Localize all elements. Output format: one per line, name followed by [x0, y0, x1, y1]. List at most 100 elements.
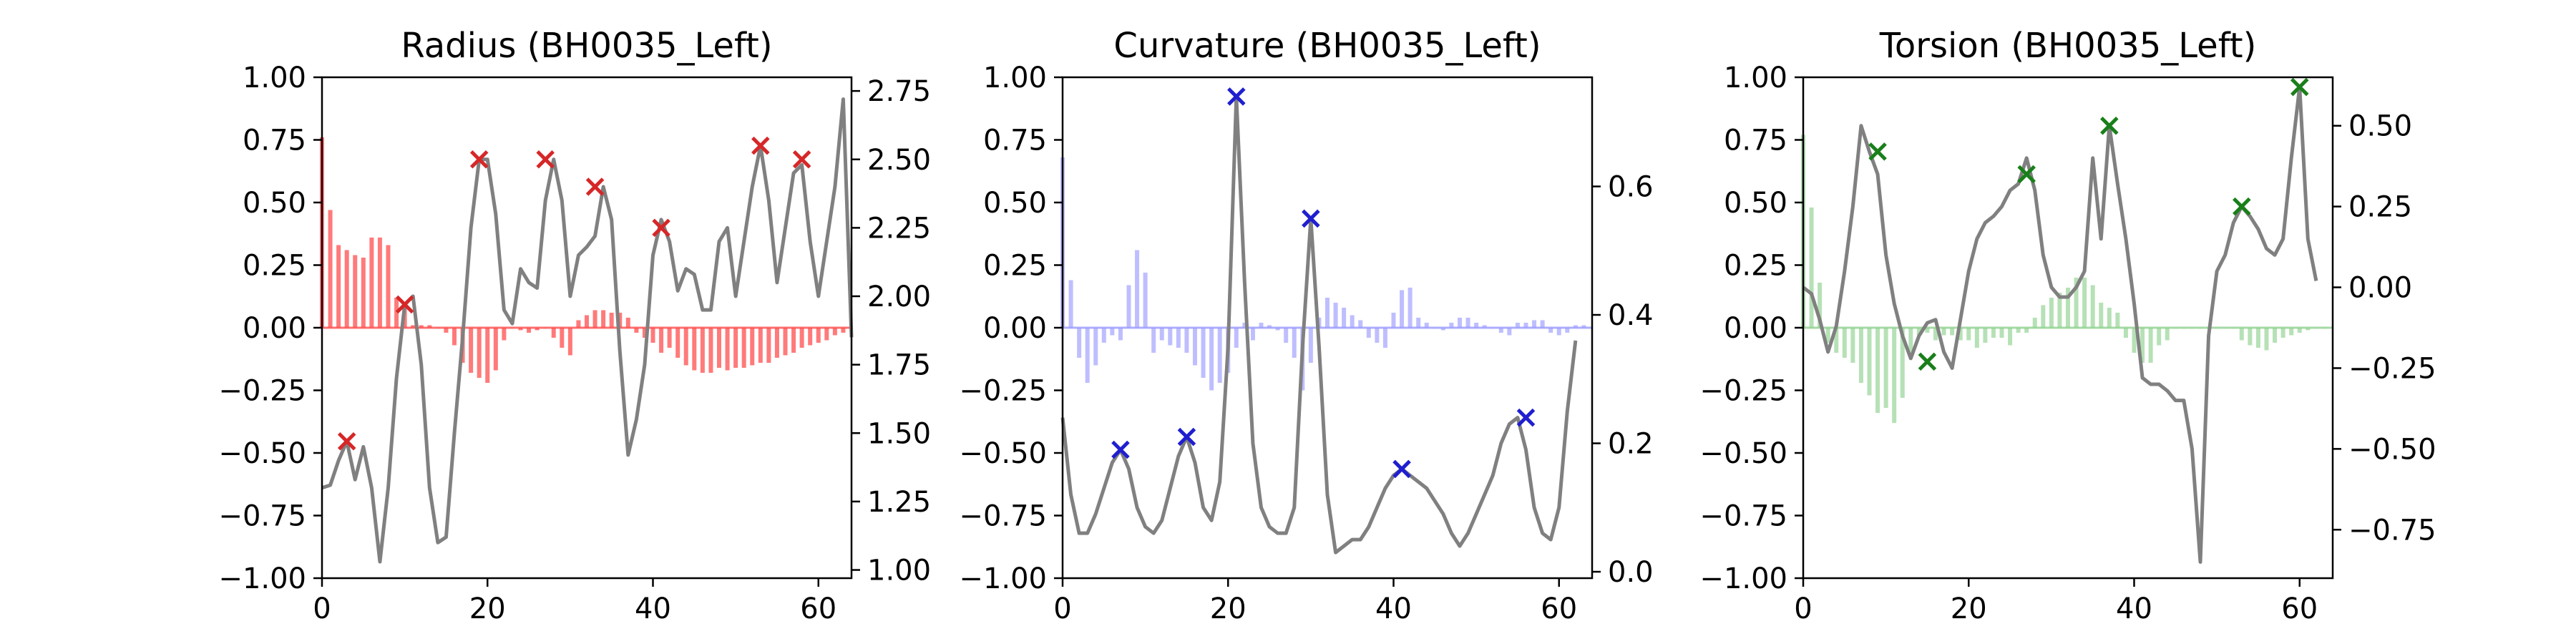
bar — [353, 255, 358, 328]
y-tick-label: −1.00 — [218, 562, 306, 595]
peak-marker — [1516, 408, 1536, 427]
y-tick-label: 0.50 — [983, 187, 1047, 220]
bar — [584, 315, 589, 328]
y-tick-label: −0.75 — [218, 500, 306, 533]
x-tick-label: 40 — [635, 592, 671, 625]
marker-stroke — [2100, 116, 2119, 135]
bar — [725, 328, 730, 371]
bar — [1532, 320, 1537, 328]
bar — [1867, 328, 1872, 396]
bar — [1184, 328, 1189, 353]
bar — [1991, 328, 1996, 338]
bar — [1400, 290, 1405, 328]
bar — [618, 313, 623, 328]
marker-stroke — [585, 177, 605, 196]
bar — [1101, 328, 1106, 343]
y-tick-label: 0.75 — [243, 125, 306, 157]
bar — [2297, 328, 2302, 333]
marker-stroke — [469, 150, 489, 169]
bar — [1892, 328, 1897, 423]
bar — [567, 328, 572, 356]
marker-stroke — [2017, 165, 2036, 184]
bar — [1842, 328, 1847, 358]
bar — [1234, 328, 1239, 348]
peak-marker — [1227, 87, 1246, 106]
chart-panel-1: −1.00−0.75−0.50−0.250.000.250.500.751.00… — [959, 26, 1653, 625]
peak-marker — [1111, 440, 1130, 459]
bar — [642, 328, 647, 338]
bar — [2057, 293, 2062, 328]
bar — [609, 313, 614, 328]
bar — [1416, 318, 1421, 328]
x-tick-label: 60 — [800, 592, 836, 625]
peak-marker — [536, 150, 555, 169]
bar — [1858, 328, 1863, 383]
bar — [1457, 318, 1462, 328]
bar — [2065, 288, 2070, 328]
bar — [1118, 328, 1123, 341]
bar — [1424, 323, 1429, 328]
bar — [716, 328, 721, 368]
marker-stroke — [1918, 352, 1937, 371]
bar — [1465, 318, 1470, 328]
x-tick-label: 0 — [1053, 592, 1071, 625]
y-tick-label: 0.25 — [983, 250, 1047, 283]
y-tick-label: −0.75 — [1699, 500, 1787, 533]
bar — [2255, 328, 2260, 348]
bar — [369, 238, 374, 328]
peak-marker — [337, 431, 356, 451]
bar — [1284, 328, 1289, 343]
bar — [634, 328, 639, 333]
bar — [758, 328, 763, 363]
marker-stroke — [652, 218, 670, 238]
y-tick-label: −0.50 — [1699, 437, 1787, 470]
y2-tick-label: 1.25 — [867, 486, 931, 519]
bar — [1407, 288, 1413, 328]
peak-marker — [792, 150, 811, 169]
bar — [601, 310, 606, 328]
bar — [2248, 328, 2253, 346]
bar — [2165, 328, 2170, 341]
bar — [1883, 328, 1888, 408]
chart-title: Radius (BH0035_Left) — [401, 26, 772, 66]
peak-marker — [1302, 209, 1320, 228]
bar — [2273, 328, 2278, 343]
peak-marker — [2233, 197, 2251, 216]
bar — [1093, 328, 1098, 366]
x-tick-label: 60 — [2281, 592, 2318, 625]
y2-tick-label: 0.25 — [2348, 191, 2412, 224]
y2-tick-label: 0.50 — [2348, 110, 2412, 143]
bar — [2099, 303, 2104, 328]
bar — [361, 258, 366, 328]
bar — [2123, 328, 2128, 338]
y-tick-label: 1.00 — [983, 62, 1047, 94]
bar — [683, 328, 688, 366]
marker-stroke — [2233, 197, 2251, 216]
bar — [493, 328, 498, 371]
bar — [394, 298, 399, 328]
bar — [1151, 328, 1156, 353]
y-tick-label: 0.25 — [243, 250, 306, 283]
bar — [1375, 328, 1380, 343]
x-tick-label: 20 — [469, 592, 506, 625]
marker-stroke — [536, 150, 555, 169]
bar — [1941, 328, 1946, 336]
bar — [2264, 328, 2269, 351]
marker-stroke — [1516, 408, 1536, 427]
bar — [2032, 318, 2037, 328]
y-tick-label: −0.25 — [1699, 375, 1787, 408]
bar — [700, 328, 705, 373]
y2-tick-label: 1.50 — [867, 417, 931, 450]
bar — [659, 328, 664, 353]
peak-marker — [751, 136, 770, 155]
bar — [1292, 328, 1297, 358]
marker-stroke — [1868, 142, 1887, 161]
bar — [1548, 328, 1553, 333]
bar — [592, 310, 597, 328]
y2-tick-label: 2.00 — [867, 280, 931, 313]
bar — [1573, 325, 1578, 328]
bar — [1085, 328, 1090, 383]
marker-stroke — [395, 295, 414, 314]
bar — [1809, 208, 1814, 328]
y2-tick-label: 1.75 — [867, 349, 931, 382]
